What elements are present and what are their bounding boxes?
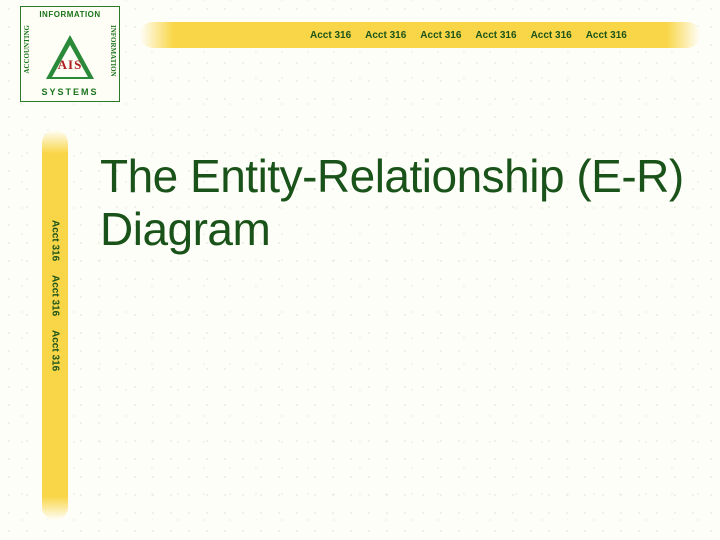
side-bar: Acct 316 Acct 316 Acct 316 <box>42 130 68 520</box>
logo-center-text: AIS <box>21 57 119 73</box>
header-bar-item: Acct 316 <box>531 30 572 41</box>
header-bar-item: Acct 316 <box>420 30 461 41</box>
side-bar-item: Acct 316 <box>50 220 61 261</box>
logo-text-top: INFORMATION <box>21 10 119 19</box>
side-bar-item: Acct 316 <box>50 275 61 316</box>
side-bar-item: Acct 316 <box>50 330 61 371</box>
header-bar: Acct 316 Acct 316 Acct 316 Acct 316 Acct… <box>140 22 700 48</box>
header-bar-item: Acct 316 <box>365 30 406 41</box>
header-bar-item: Acct 316 <box>586 30 627 41</box>
header-bar-item: Acct 316 <box>475 30 516 41</box>
slide-title: The Entity-Relationship (E-R) Diagram <box>100 150 690 256</box>
logo-text-bottom: SYSTEMS <box>21 87 119 97</box>
logo-box: INFORMATION ACCOUNTING INFORMATION AIS S… <box>20 6 120 102</box>
header-bar-item: Acct 316 <box>310 30 351 41</box>
